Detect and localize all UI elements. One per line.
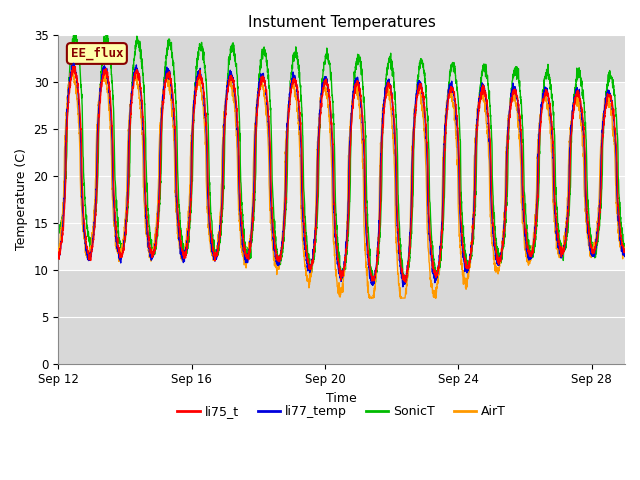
li77_temp (70, 60, 77, 66)
li77_temp (348, 103, 356, 109)
li77_temp (621, 253, 629, 259)
li75_t (586, 238, 594, 244)
li77_temp (524, 252, 532, 258)
li75_t (391, 122, 399, 128)
SonicT (54, 228, 62, 233)
li75_t (348, 111, 356, 117)
AirT (100, 63, 108, 69)
SonicT (524, 243, 532, 249)
SonicT (70, 33, 78, 38)
SonicT (370, 281, 378, 287)
Line: SonicT: SonicT (58, 36, 625, 284)
Bar (58, 82, 625, 270)
li77_temp (559, 247, 567, 253)
li77_temp (399, 284, 406, 289)
Line: li75_t: li75_t (58, 66, 625, 282)
SonicT (586, 225, 594, 231)
AirT (391, 178, 399, 183)
Y-axis label: Temperature (C): Temperature (C) (15, 149, 28, 251)
li75_t (442, 122, 450, 128)
AirT (442, 108, 450, 114)
Text: EE_flux: EE_flux (70, 47, 123, 60)
AirT (586, 245, 594, 251)
li75_t (54, 255, 62, 261)
SonicT (621, 247, 629, 252)
Line: AirT: AirT (58, 66, 625, 298)
Line: li77_temp: li77_temp (58, 63, 625, 287)
SonicT (442, 120, 450, 125)
li77_temp (391, 136, 399, 142)
AirT (348, 102, 356, 108)
X-axis label: Time: Time (326, 392, 357, 405)
Title: Instument Temperatures: Instument Temperatures (248, 15, 435, 30)
AirT (365, 295, 373, 301)
Legend: li75_t, li77_temp, SonicT, AirT: li75_t, li77_temp, SonicT, AirT (172, 400, 511, 423)
SonicT (348, 108, 356, 114)
li75_t (621, 247, 629, 253)
AirT (621, 244, 629, 250)
li77_temp (442, 111, 450, 117)
li75_t (402, 279, 410, 285)
AirT (524, 260, 532, 265)
li77_temp (54, 254, 62, 260)
SonicT (391, 92, 399, 97)
SonicT (559, 258, 567, 264)
li77_temp (586, 245, 594, 251)
li75_t (69, 63, 77, 69)
li75_t (524, 245, 532, 251)
AirT (54, 250, 62, 255)
li75_t (559, 245, 567, 251)
AirT (559, 242, 567, 248)
